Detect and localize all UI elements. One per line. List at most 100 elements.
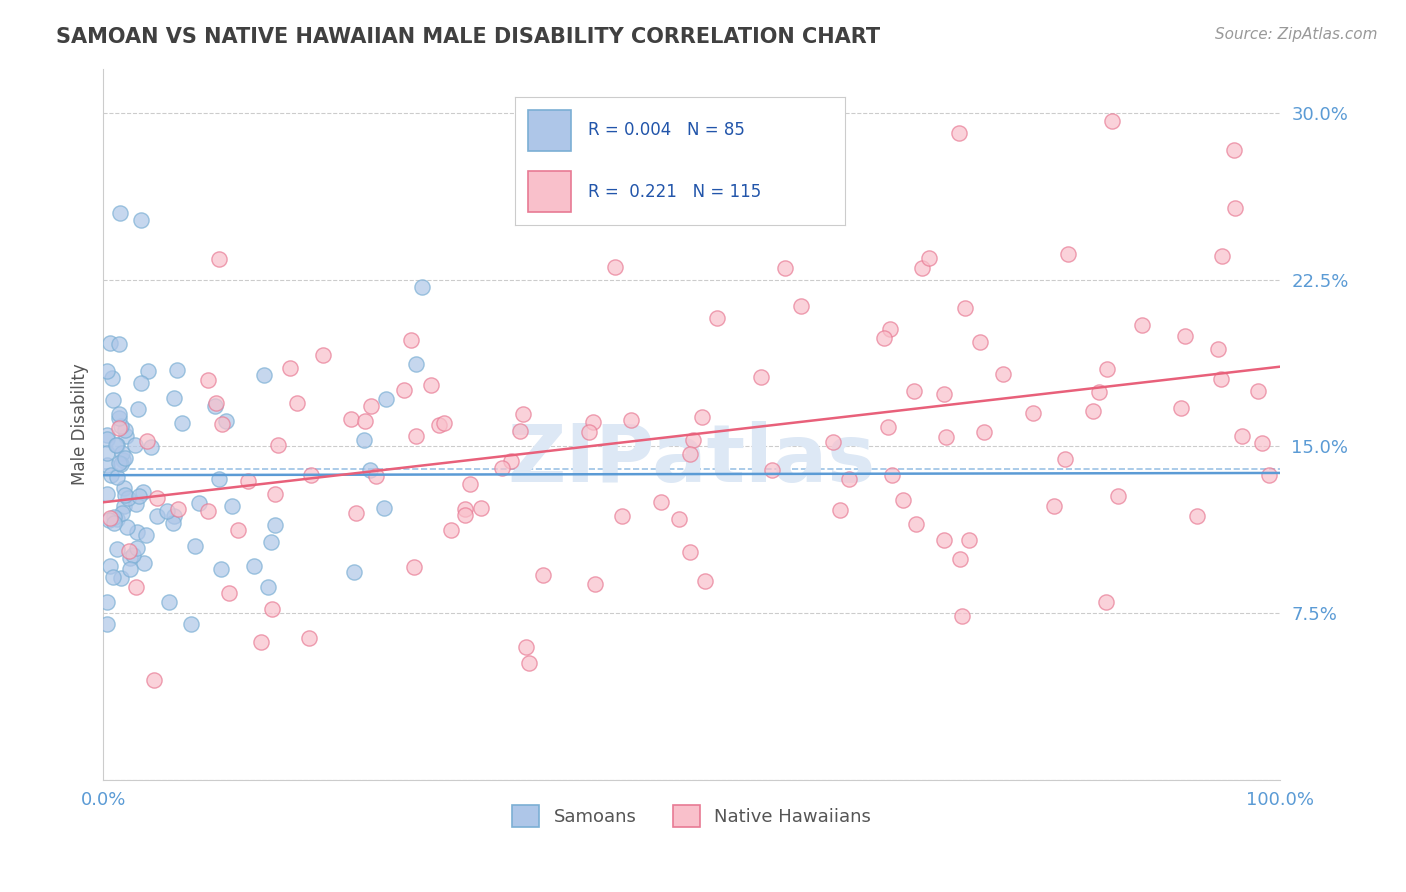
Point [531, 568, 554, 582]
Point [166, 362, 188, 376]
Point [392, 384, 415, 398]
Point [96, 487, 118, 501]
Point [512, 407, 534, 421]
Point [790, 299, 813, 313]
Point [969, 334, 991, 349]
Point [121, 548, 143, 562]
Point [96, 445, 118, 459]
Text: Source: ZipAtlas.com: Source: ZipAtlas.com [1215, 27, 1378, 42]
Point [950, 609, 973, 624]
Point [405, 357, 427, 371]
Point [509, 424, 531, 438]
Point [145, 509, 167, 524]
Point [156, 504, 179, 518]
Point [344, 507, 367, 521]
Point [353, 433, 375, 447]
Point [209, 562, 232, 576]
Point [108, 337, 131, 351]
Point [359, 463, 381, 477]
Point [108, 407, 131, 421]
Point [267, 438, 290, 452]
Point [775, 260, 797, 275]
Point [932, 533, 955, 548]
Point [679, 545, 702, 559]
Point [257, 580, 280, 594]
Point [208, 252, 231, 266]
Point [96, 617, 118, 632]
Point [603, 260, 626, 274]
Point [366, 469, 388, 483]
Point [129, 376, 152, 391]
Point [163, 391, 186, 405]
Point [221, 500, 243, 514]
Point [373, 500, 395, 515]
Point [340, 412, 363, 426]
Point [454, 508, 477, 522]
Point [470, 501, 492, 516]
Point [932, 387, 955, 401]
Point [197, 504, 219, 518]
Y-axis label: Male Disability: Male Disability [72, 363, 89, 485]
Point [111, 453, 134, 467]
Point [105, 470, 128, 484]
Point [105, 438, 128, 452]
Point [146, 491, 169, 505]
Point [118, 544, 141, 558]
Point [215, 414, 238, 428]
Point [1223, 143, 1246, 157]
Point [278, 361, 301, 376]
Point [872, 331, 894, 345]
Point [411, 279, 433, 293]
Point [114, 451, 136, 466]
Text: ZIPatlas: ZIPatlas [508, 421, 876, 499]
Point [1057, 247, 1080, 261]
Point [405, 429, 427, 443]
Point [693, 574, 716, 588]
Point [935, 430, 957, 444]
Point [668, 512, 690, 526]
Point [905, 516, 928, 531]
Point [830, 503, 852, 517]
Point [948, 126, 970, 140]
Point [375, 392, 398, 406]
Point [399, 333, 422, 347]
Point [136, 364, 159, 378]
Point [104, 438, 127, 452]
Point [120, 551, 142, 566]
Point [264, 517, 287, 532]
Point [115, 429, 138, 443]
Point [761, 463, 783, 477]
Point [429, 417, 451, 432]
Point [204, 399, 226, 413]
Point [583, 577, 606, 591]
Point [838, 472, 860, 486]
Point [1170, 401, 1192, 415]
Point [354, 414, 377, 428]
Point [162, 516, 184, 531]
Point [242, 558, 264, 573]
Point [96, 364, 118, 378]
Point [1053, 452, 1076, 467]
Point [360, 400, 382, 414]
Point [118, 562, 141, 576]
Point [1206, 342, 1229, 356]
Point [236, 475, 259, 489]
Point [128, 489, 150, 503]
Point [135, 434, 157, 449]
Point [135, 528, 157, 542]
Point [1230, 429, 1253, 443]
Point [903, 384, 925, 398]
Point [127, 402, 149, 417]
Point [439, 523, 461, 537]
Point [1094, 595, 1116, 609]
Point [578, 425, 600, 439]
Point [419, 377, 441, 392]
Point [98, 336, 121, 351]
Point [957, 533, 980, 547]
Point [1087, 384, 1109, 399]
Point [918, 251, 941, 265]
Point [404, 560, 426, 574]
Point [581, 415, 603, 429]
Point [690, 409, 713, 424]
Point [197, 373, 219, 387]
